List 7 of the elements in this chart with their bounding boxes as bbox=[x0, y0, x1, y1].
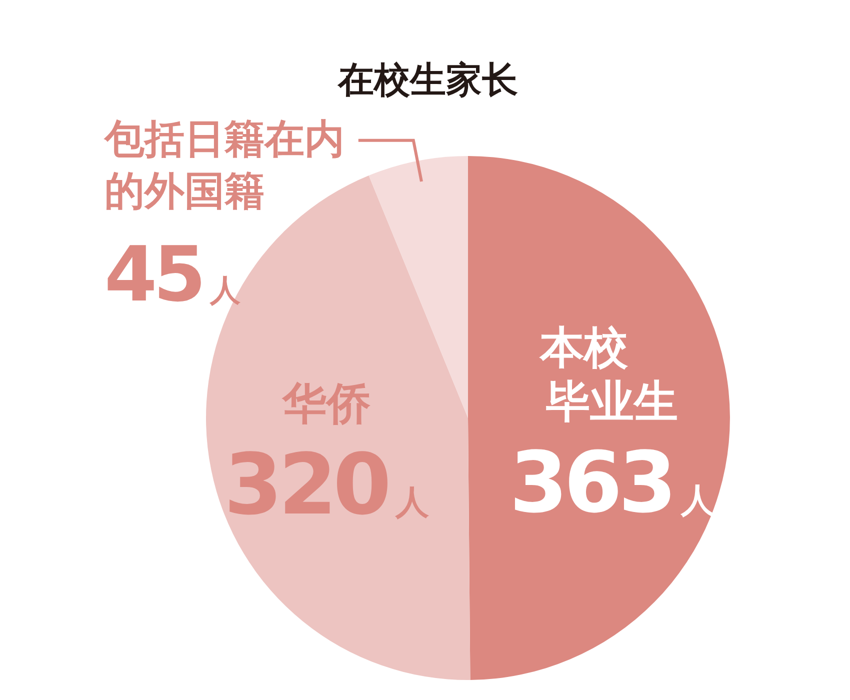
data-label: 320人 bbox=[224, 435, 430, 534]
pie-slice bbox=[368, 156, 468, 418]
slice-label: 华侨 bbox=[282, 378, 371, 430]
chart-title: 在校生家长 bbox=[337, 60, 518, 101]
pie-slice bbox=[468, 156, 730, 680]
slice-label: 包括日籍在内的外国籍 bbox=[103, 116, 344, 214]
slice-label: 本校毕业生 bbox=[539, 322, 678, 428]
